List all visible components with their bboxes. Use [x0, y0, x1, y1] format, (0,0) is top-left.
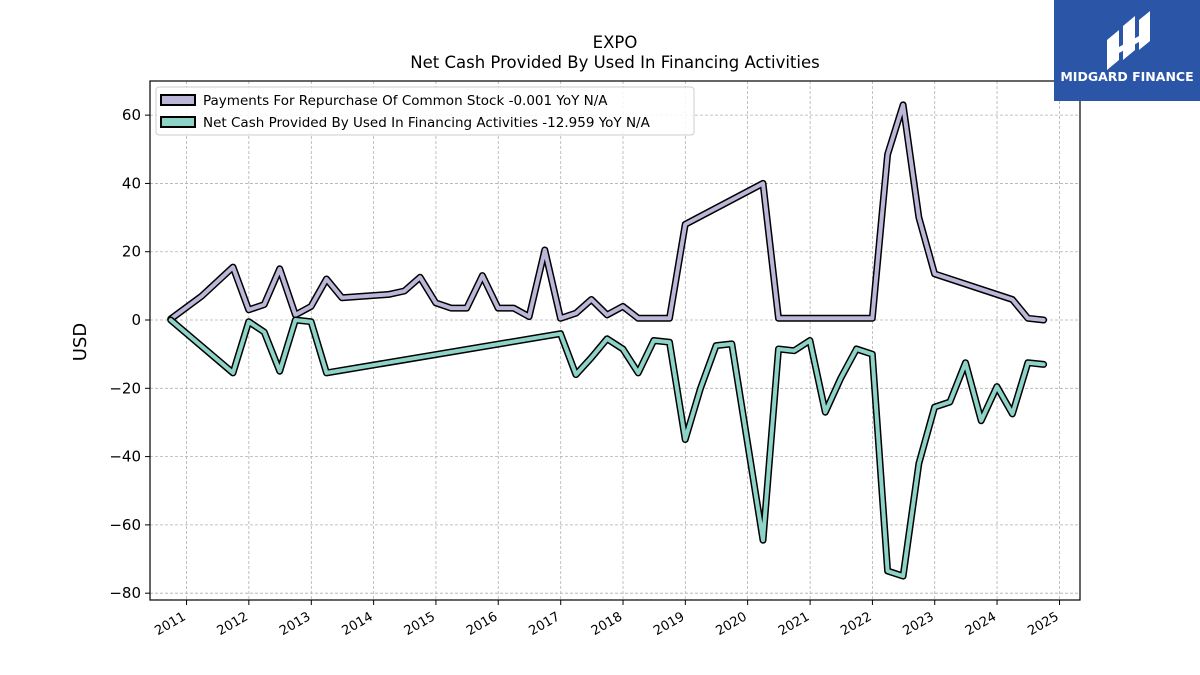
x-tick-label: 2021 — [776, 609, 812, 639]
brand-logo: MIDGARD FINANCE — [1054, 0, 1200, 101]
chart-title: EXPO — [593, 33, 638, 52]
y-tick-label: 20 — [122, 243, 141, 261]
y-axis-title: USD — [70, 323, 91, 361]
y-tick-label: −20 — [109, 379, 141, 397]
x-axis-ticks: 2011 2012 2013 2014 2015 2016 2017 2018 2019 2020… — [152, 600, 1062, 639]
y-tick-label: 40 — [122, 174, 141, 192]
series-line-financing — [168, 318, 1046, 579]
x-tick-label: 2015 — [402, 609, 438, 639]
series-line-repurchase-outline — [167, 101, 1048, 324]
legend-label-financing: Net Cash Provided By Used In Financing A… — [203, 115, 651, 131]
x-tick-label: 2022 — [838, 609, 874, 639]
y-tick-label: 60 — [122, 106, 141, 124]
x-tick-label: 2017 — [527, 609, 563, 639]
legend: Payments For Repurchase Of Common Stock … — [155, 86, 695, 136]
grid — [150, 81, 1080, 600]
x-tick-label: 2025 — [1025, 609, 1061, 639]
y-tick-label: 0 — [131, 311, 141, 329]
y-tick-label: −60 — [109, 516, 141, 534]
x-tick-label: 2014 — [339, 609, 375, 639]
x-tick-label: 2019 — [651, 609, 687, 639]
x-tick-label: 2011 — [152, 609, 188, 639]
plot-frame — [149, 80, 1081, 601]
y-tick-label: −80 — [109, 584, 141, 602]
x-tick-label: 2023 — [901, 609, 937, 639]
logo-mark-icon — [1107, 11, 1150, 70]
x-tick-label: 2013 — [277, 609, 313, 639]
x-tick-label: 2024 — [963, 609, 999, 639]
legend-swatch-financing — [160, 116, 196, 128]
x-tick-label: 2018 — [589, 609, 625, 639]
x-tick-label: 2012 — [215, 609, 251, 639]
logo-text: MIDGARD FINANCE — [1060, 69, 1193, 84]
x-tick-label: 2016 — [464, 609, 500, 639]
series-line-repurchase — [168, 102, 1046, 322]
legend-label-repurchase: Payments For Repurchase Of Common Stock … — [203, 93, 608, 109]
y-axis-ticks: −80 −60 −40 −20 0 20 40 60 — [109, 106, 150, 602]
chart-subtitle: Net Cash Provided By Used In Financing A… — [410, 53, 819, 72]
legend-swatch-repurchase — [160, 94, 196, 106]
y-tick-label: −40 — [109, 448, 141, 466]
x-tick-label: 2020 — [713, 609, 749, 639]
legend-box — [155, 86, 695, 136]
series-line-financing-outline — [167, 316, 1048, 580]
series-lines — [167, 101, 1048, 580]
